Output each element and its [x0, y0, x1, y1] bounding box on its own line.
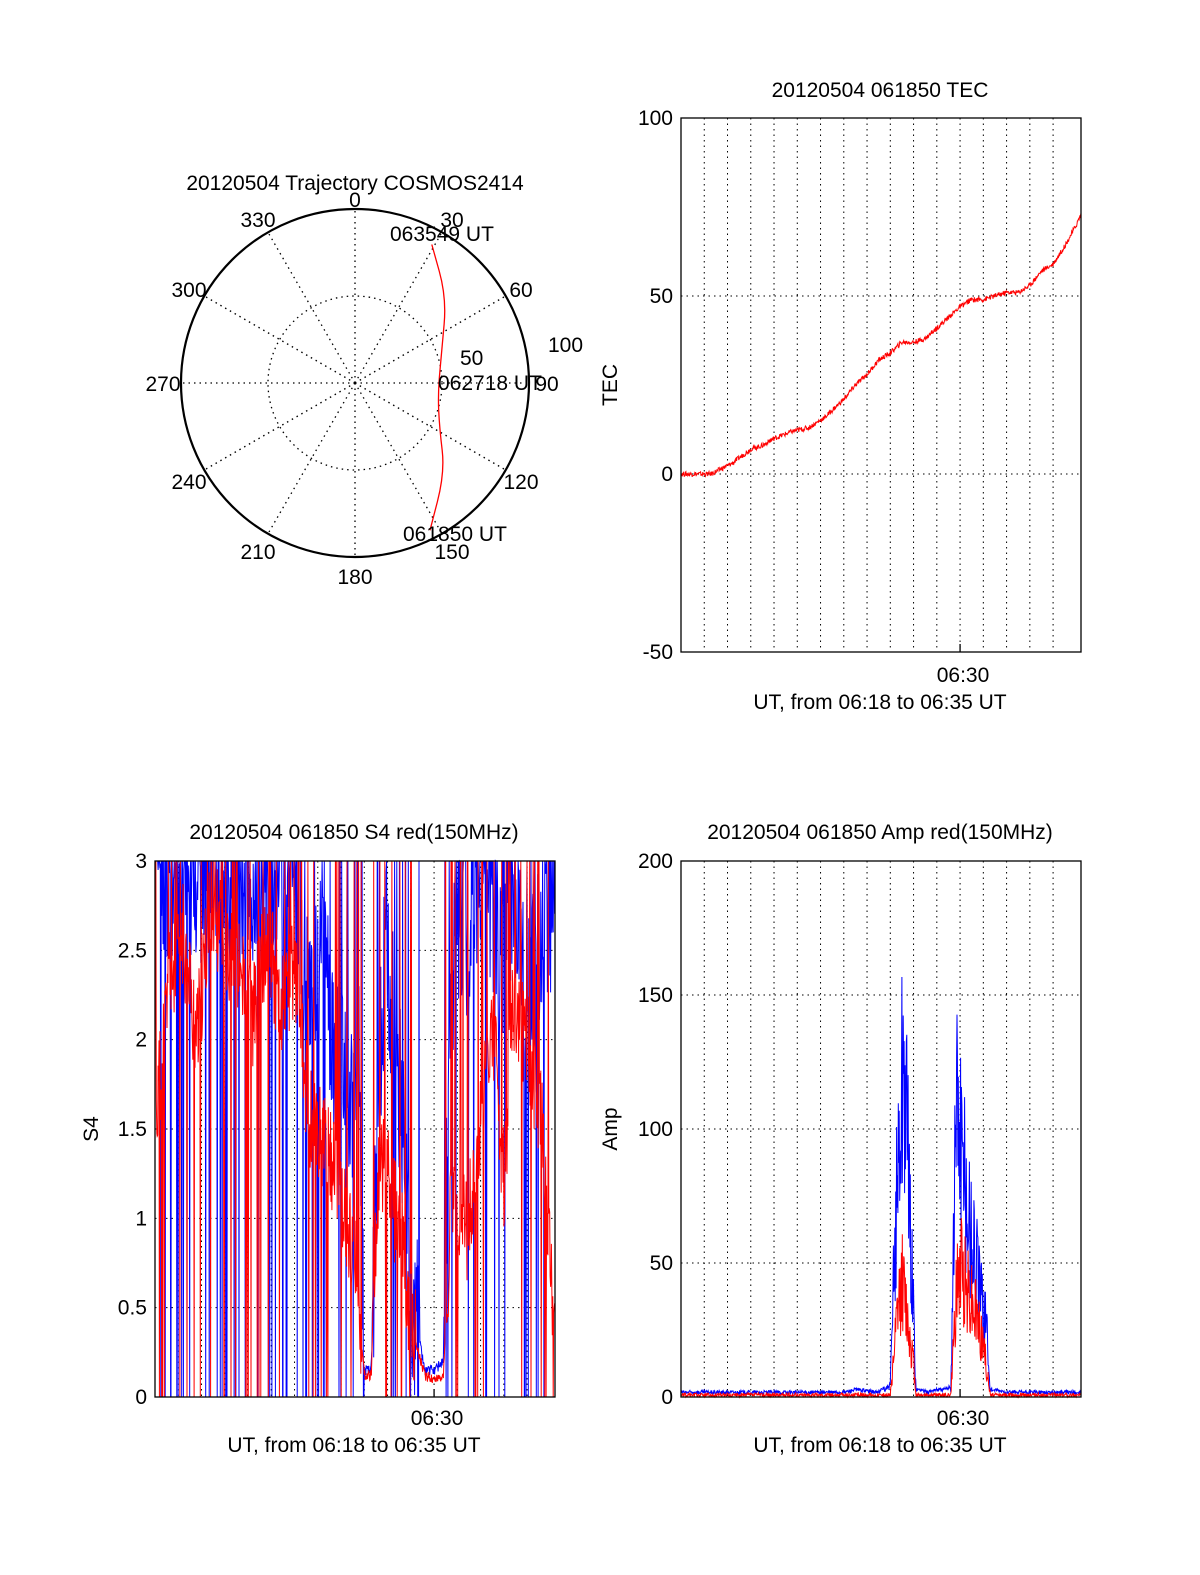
polar-ray-60 [354, 295, 507, 384]
s4-plot-frame [154, 860, 556, 1398]
polar-radial-label-100: 100 [548, 334, 583, 357]
s4-y-tick-label: 3 [135, 850, 147, 873]
tec-plot-frame [680, 117, 1082, 653]
polar-angle-label-270: 270 [145, 373, 180, 396]
tec-title: 20120504 061850 TEC [772, 79, 989, 102]
polar-ray-210 [267, 382, 356, 535]
amp-x-tick-label: 06:30 [937, 1407, 990, 1430]
polar-ray-300 [203, 295, 356, 384]
trajectory-start-label: 061850 UT [403, 523, 507, 546]
tec-y-tick-label: 100 [638, 107, 673, 130]
polar-chart: 20120504 Trajectory COSMOS2414 0 30 60 90 12… [145, 172, 583, 589]
polar-angle-label-90: 90 [535, 373, 558, 396]
polar-angle-label-180: 180 [337, 566, 372, 589]
tec-y-tick-labels: -50 0 50 100 [638, 107, 673, 664]
s4-series-blue [155, 859, 556, 1398]
tec-x-axis-label: UT, from 06:18 to 06:35 UT [753, 691, 1006, 714]
polar-grid [179, 207, 531, 559]
polar-ray-30 [354, 231, 443, 384]
tec-y-axis-label: TEC [599, 364, 622, 406]
polar-ring-50 [267, 295, 443, 471]
polar-title: 20120504 Trajectory COSMOS2414 [186, 172, 524, 195]
s4-series-red [154, 860, 556, 1398]
polar-angle-label-240: 240 [171, 471, 206, 494]
amp-x-axis-label: UT, from 06:18 to 06:35 UT [753, 1434, 1006, 1457]
polar-angle-label-150: 150 [434, 541, 469, 564]
polar-angle-label-30: 30 [440, 209, 463, 232]
polar-angle-label-120: 120 [503, 471, 538, 494]
s4-series-group [154, 859, 556, 1398]
s4-y-tick-label: 1.5 [118, 1118, 147, 1141]
amp-y-tick-label: 200 [638, 850, 673, 873]
polar-angle-label-210: 210 [240, 541, 275, 564]
polar-ray-120 [354, 382, 507, 471]
s4-x-axis-label: UT, from 06:18 to 06:35 UT [227, 1434, 480, 1457]
s4-y-axis-label: S4 [80, 1116, 103, 1142]
polar-outer-ring [179, 207, 531, 559]
amp-y-axis-label: Amp [599, 1107, 622, 1150]
polar-radial-label-50: 50 [460, 347, 483, 370]
trajectory-end-label: 063549 UT [390, 223, 494, 246]
tec-x-tick-label: 06:30 [937, 664, 990, 687]
tec-y-tick-label: 0 [661, 463, 673, 486]
amp-y-tick-label: 100 [638, 1118, 673, 1141]
amp-series-red [680, 1218, 1082, 1399]
amp-plot-frame [680, 860, 1082, 1398]
s4-chart: 20120504 061850 S4 red(150MHz) 0 0.5 1 1.5 2… [80, 821, 556, 1457]
tec-grid [681, 118, 1081, 652]
amp-y-tick-label: 150 [638, 984, 673, 1007]
tec-series-red [680, 213, 1082, 478]
amp-y-tick-label: 50 [650, 1252, 673, 1275]
amp-series-blue [680, 976, 1082, 1397]
s4-y-tick-label: 2 [135, 1029, 147, 1052]
s4-x-tick-label: 06:30 [411, 1407, 464, 1430]
polar-angle-labels: 0 30 60 90 120 150 180 210 240 270 300 330 [145, 189, 558, 589]
trajectory-path [429, 244, 446, 531]
s4-y-tick-label: 0.5 [118, 1297, 147, 1320]
tec-y-tick-label: -50 [643, 641, 673, 664]
polar-ray-150 [354, 382, 443, 535]
s4-y-tick-label: 0 [135, 1386, 147, 1409]
polar-angle-label-0: 0 [349, 189, 361, 212]
polar-ray-240 [203, 382, 356, 471]
amp-y-tick-label: 0 [661, 1386, 673, 1409]
s4-title: 20120504 061850 S4 red(150MHz) [189, 821, 518, 844]
s4-y-tick-label: 1 [135, 1207, 147, 1230]
amp-grid [681, 861, 1081, 1397]
polar-angle-label-330: 330 [240, 209, 275, 232]
s4-y-tick-labels: 0 0.5 1 1.5 2 2.5 3 [118, 850, 147, 1409]
polar-angle-label-60: 60 [509, 279, 532, 302]
polar-angle-label-300: 300 [171, 279, 206, 302]
s4-y-tick-label: 2.5 [118, 939, 147, 962]
trajectory-mid-label: 062718 UT [438, 372, 542, 395]
amp-y-tick-labels: 0 50 100 150 200 [638, 850, 673, 1409]
amp-series-group [680, 976, 1082, 1399]
tec-y-tick-label: 50 [650, 285, 673, 308]
amp-title: 20120504 061850 Amp red(150MHz) [707, 821, 1053, 844]
polar-ray-330 [267, 231, 356, 384]
tec-series-group [680, 213, 1082, 478]
amp-chart: 20120504 061850 Amp red(150MHz) 0 50 100 15… [599, 821, 1082, 1457]
